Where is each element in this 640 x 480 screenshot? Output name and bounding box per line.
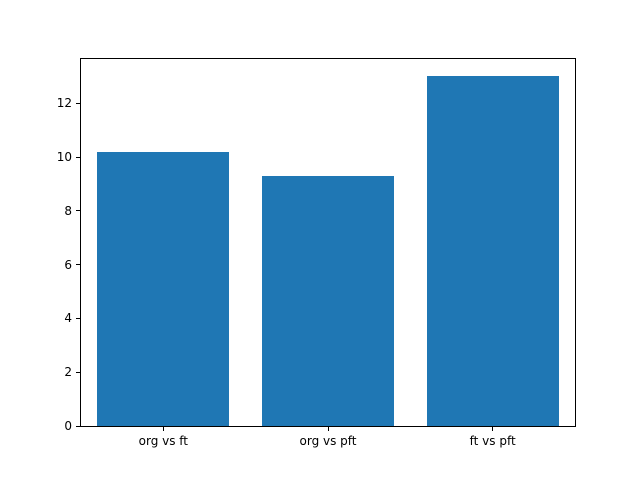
x-tick-label-ft-vs-pft: ft vs pft [469, 434, 516, 448]
y-tick-mark [76, 317, 80, 319]
plot-area: org vs ft org vs pft ft vs pft 0 2 4 6 8 10 12 [57, 58, 576, 447]
y-tick-label-10: 10 [56, 150, 72, 165]
y-tick-label-2: 2 [64, 365, 72, 380]
y-tick-mark [76, 210, 80, 212]
x-tick-mark [327, 427, 329, 431]
y-tick-mark [76, 156, 80, 158]
y-tick-mark [76, 102, 80, 104]
y-tick-label-4: 4 [64, 311, 72, 326]
x-tick-label-org-vs-pft: org vs pft [299, 434, 357, 448]
x-tick-label-org-vs-ft: org vs ft [138, 434, 189, 448]
y-tick-label-0: 0 [64, 419, 72, 433]
y-tick-mark [76, 264, 80, 266]
y-tick-label-12: 12 [56, 96, 72, 111]
y-tick-mark [76, 425, 80, 427]
bar-ft-vs-pft [426, 76, 559, 426]
bar-org-vs-pft [262, 175, 394, 426]
x-tick-mark [162, 427, 164, 431]
bar-org-vs-ft [97, 151, 230, 426]
y-tick-mark [76, 371, 80, 373]
x-tick-mark [492, 427, 494, 431]
y-tick-label-8: 8 [64, 203, 72, 218]
y-tick-label-6: 6 [64, 257, 72, 272]
